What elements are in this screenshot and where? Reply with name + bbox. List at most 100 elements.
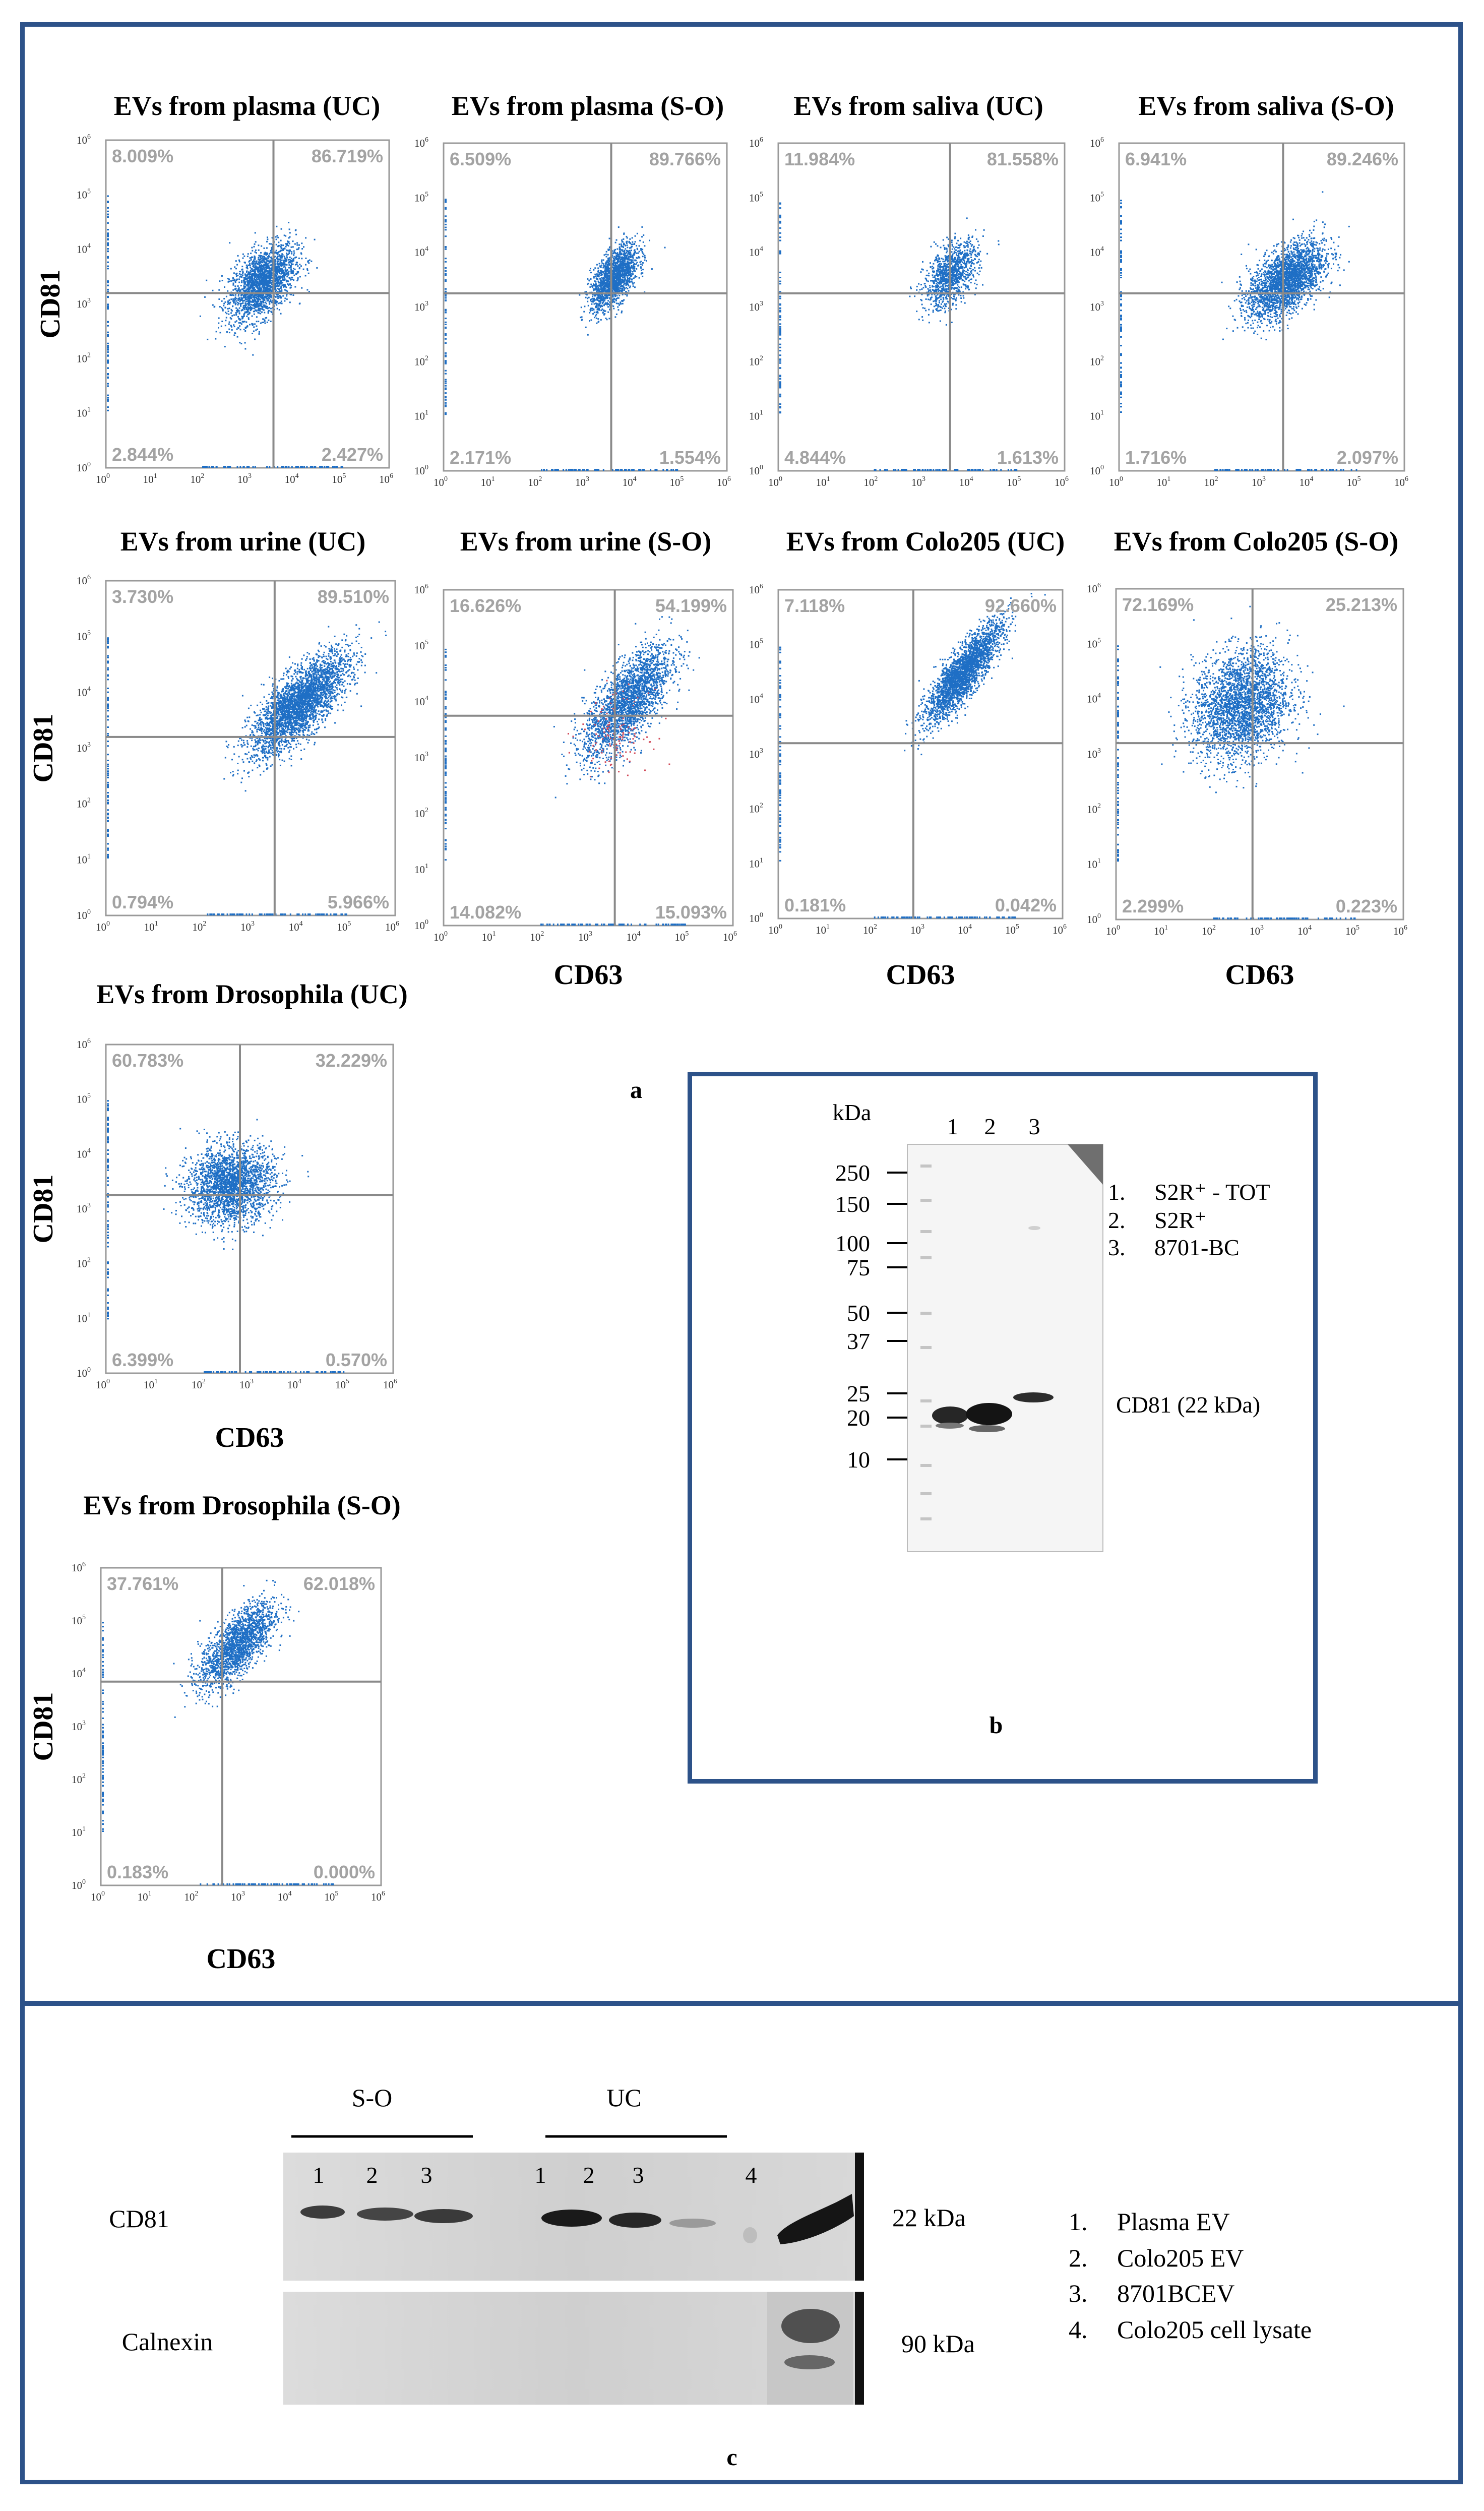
event-dot xyxy=(107,296,109,298)
event-dot xyxy=(253,296,255,298)
event-dot xyxy=(252,261,254,263)
event-dot xyxy=(964,257,966,259)
event-dot xyxy=(107,250,109,252)
event-dot xyxy=(236,466,238,468)
event-dot xyxy=(251,284,253,286)
event-dot xyxy=(942,273,944,275)
event-dot xyxy=(107,303,109,305)
event-dot xyxy=(951,322,953,323)
event-dot xyxy=(959,272,961,274)
event-dot xyxy=(631,469,633,471)
event-dot xyxy=(597,299,599,301)
event-dot xyxy=(259,289,261,291)
event-dot xyxy=(264,253,265,255)
event-dot xyxy=(271,290,273,292)
event-dot xyxy=(664,247,666,249)
event-dot xyxy=(625,284,627,286)
event-dot xyxy=(974,258,976,260)
event-dot xyxy=(955,268,957,270)
event-dot xyxy=(279,266,281,268)
event-dot xyxy=(615,280,617,282)
event-dot xyxy=(614,262,616,264)
event-dot xyxy=(629,281,631,283)
event-dot xyxy=(286,270,288,272)
event-dot xyxy=(296,271,298,273)
event-dot xyxy=(243,277,245,279)
event-dot xyxy=(622,289,624,291)
scatter-title: EVs from plasma (S-O) xyxy=(452,91,724,121)
event-dot xyxy=(342,466,343,468)
event-dot xyxy=(263,247,265,249)
event-dot xyxy=(237,310,239,312)
event-dot xyxy=(632,271,634,273)
event-dot xyxy=(297,277,299,279)
event-dot xyxy=(941,282,943,284)
event-dot xyxy=(254,282,256,284)
event-dot xyxy=(630,267,632,269)
event-dot xyxy=(225,295,227,297)
event-dot xyxy=(592,300,594,302)
event-dot xyxy=(284,248,286,250)
event-dot xyxy=(284,289,286,291)
event-dot xyxy=(445,382,447,384)
event-dot xyxy=(628,251,630,253)
event-dot xyxy=(603,263,604,265)
event-dot xyxy=(320,466,322,468)
event-dot xyxy=(605,279,607,281)
event-dot xyxy=(246,280,249,282)
event-dot xyxy=(640,261,642,263)
event-dot xyxy=(609,285,611,287)
event-dot xyxy=(606,289,608,291)
event-dot xyxy=(956,246,958,248)
event-dot xyxy=(265,253,266,255)
event-dot xyxy=(619,246,621,248)
event-dot xyxy=(251,309,253,311)
event-dot xyxy=(254,279,255,281)
event-dot xyxy=(629,263,631,265)
event-dot xyxy=(246,298,248,300)
event-dot xyxy=(631,275,633,277)
event-dot xyxy=(574,469,576,471)
event-dot xyxy=(958,255,960,257)
event-dot xyxy=(937,294,939,296)
event-dot xyxy=(445,397,447,399)
event-dot xyxy=(617,281,619,283)
event-dot xyxy=(445,261,447,263)
event-dot xyxy=(264,284,266,285)
event-dot xyxy=(942,258,944,260)
event-dot xyxy=(257,263,259,265)
event-dot xyxy=(312,466,314,468)
event-dot xyxy=(636,245,638,247)
event-dot xyxy=(274,288,276,290)
event-dot xyxy=(270,279,272,281)
event-dot xyxy=(910,286,911,288)
event-dot xyxy=(285,270,287,272)
event-dot xyxy=(614,256,616,258)
event-dot xyxy=(265,290,267,292)
event-dot xyxy=(597,288,599,290)
event-dot xyxy=(586,469,587,471)
event-dot xyxy=(948,288,950,290)
event-dot xyxy=(938,297,940,298)
event-dot xyxy=(636,252,638,254)
event-dot xyxy=(242,307,244,309)
event-dot xyxy=(288,222,290,223)
event-dot xyxy=(107,207,109,209)
event-dot xyxy=(281,256,283,258)
event-dot xyxy=(242,300,244,302)
event-dot xyxy=(287,274,289,276)
event-dot xyxy=(268,273,270,275)
event-dot xyxy=(265,265,267,267)
event-dot xyxy=(254,255,256,257)
event-dot xyxy=(340,466,342,468)
event-dot xyxy=(255,249,257,251)
event-dot xyxy=(227,281,229,283)
y-tick-label: 101 xyxy=(77,406,91,419)
event-dot xyxy=(258,271,260,273)
event-dot xyxy=(950,297,952,299)
event-dot xyxy=(605,282,607,284)
event-dot xyxy=(252,299,254,301)
event-dot xyxy=(237,295,239,297)
event-dot xyxy=(219,332,221,334)
event-dot xyxy=(944,261,946,262)
